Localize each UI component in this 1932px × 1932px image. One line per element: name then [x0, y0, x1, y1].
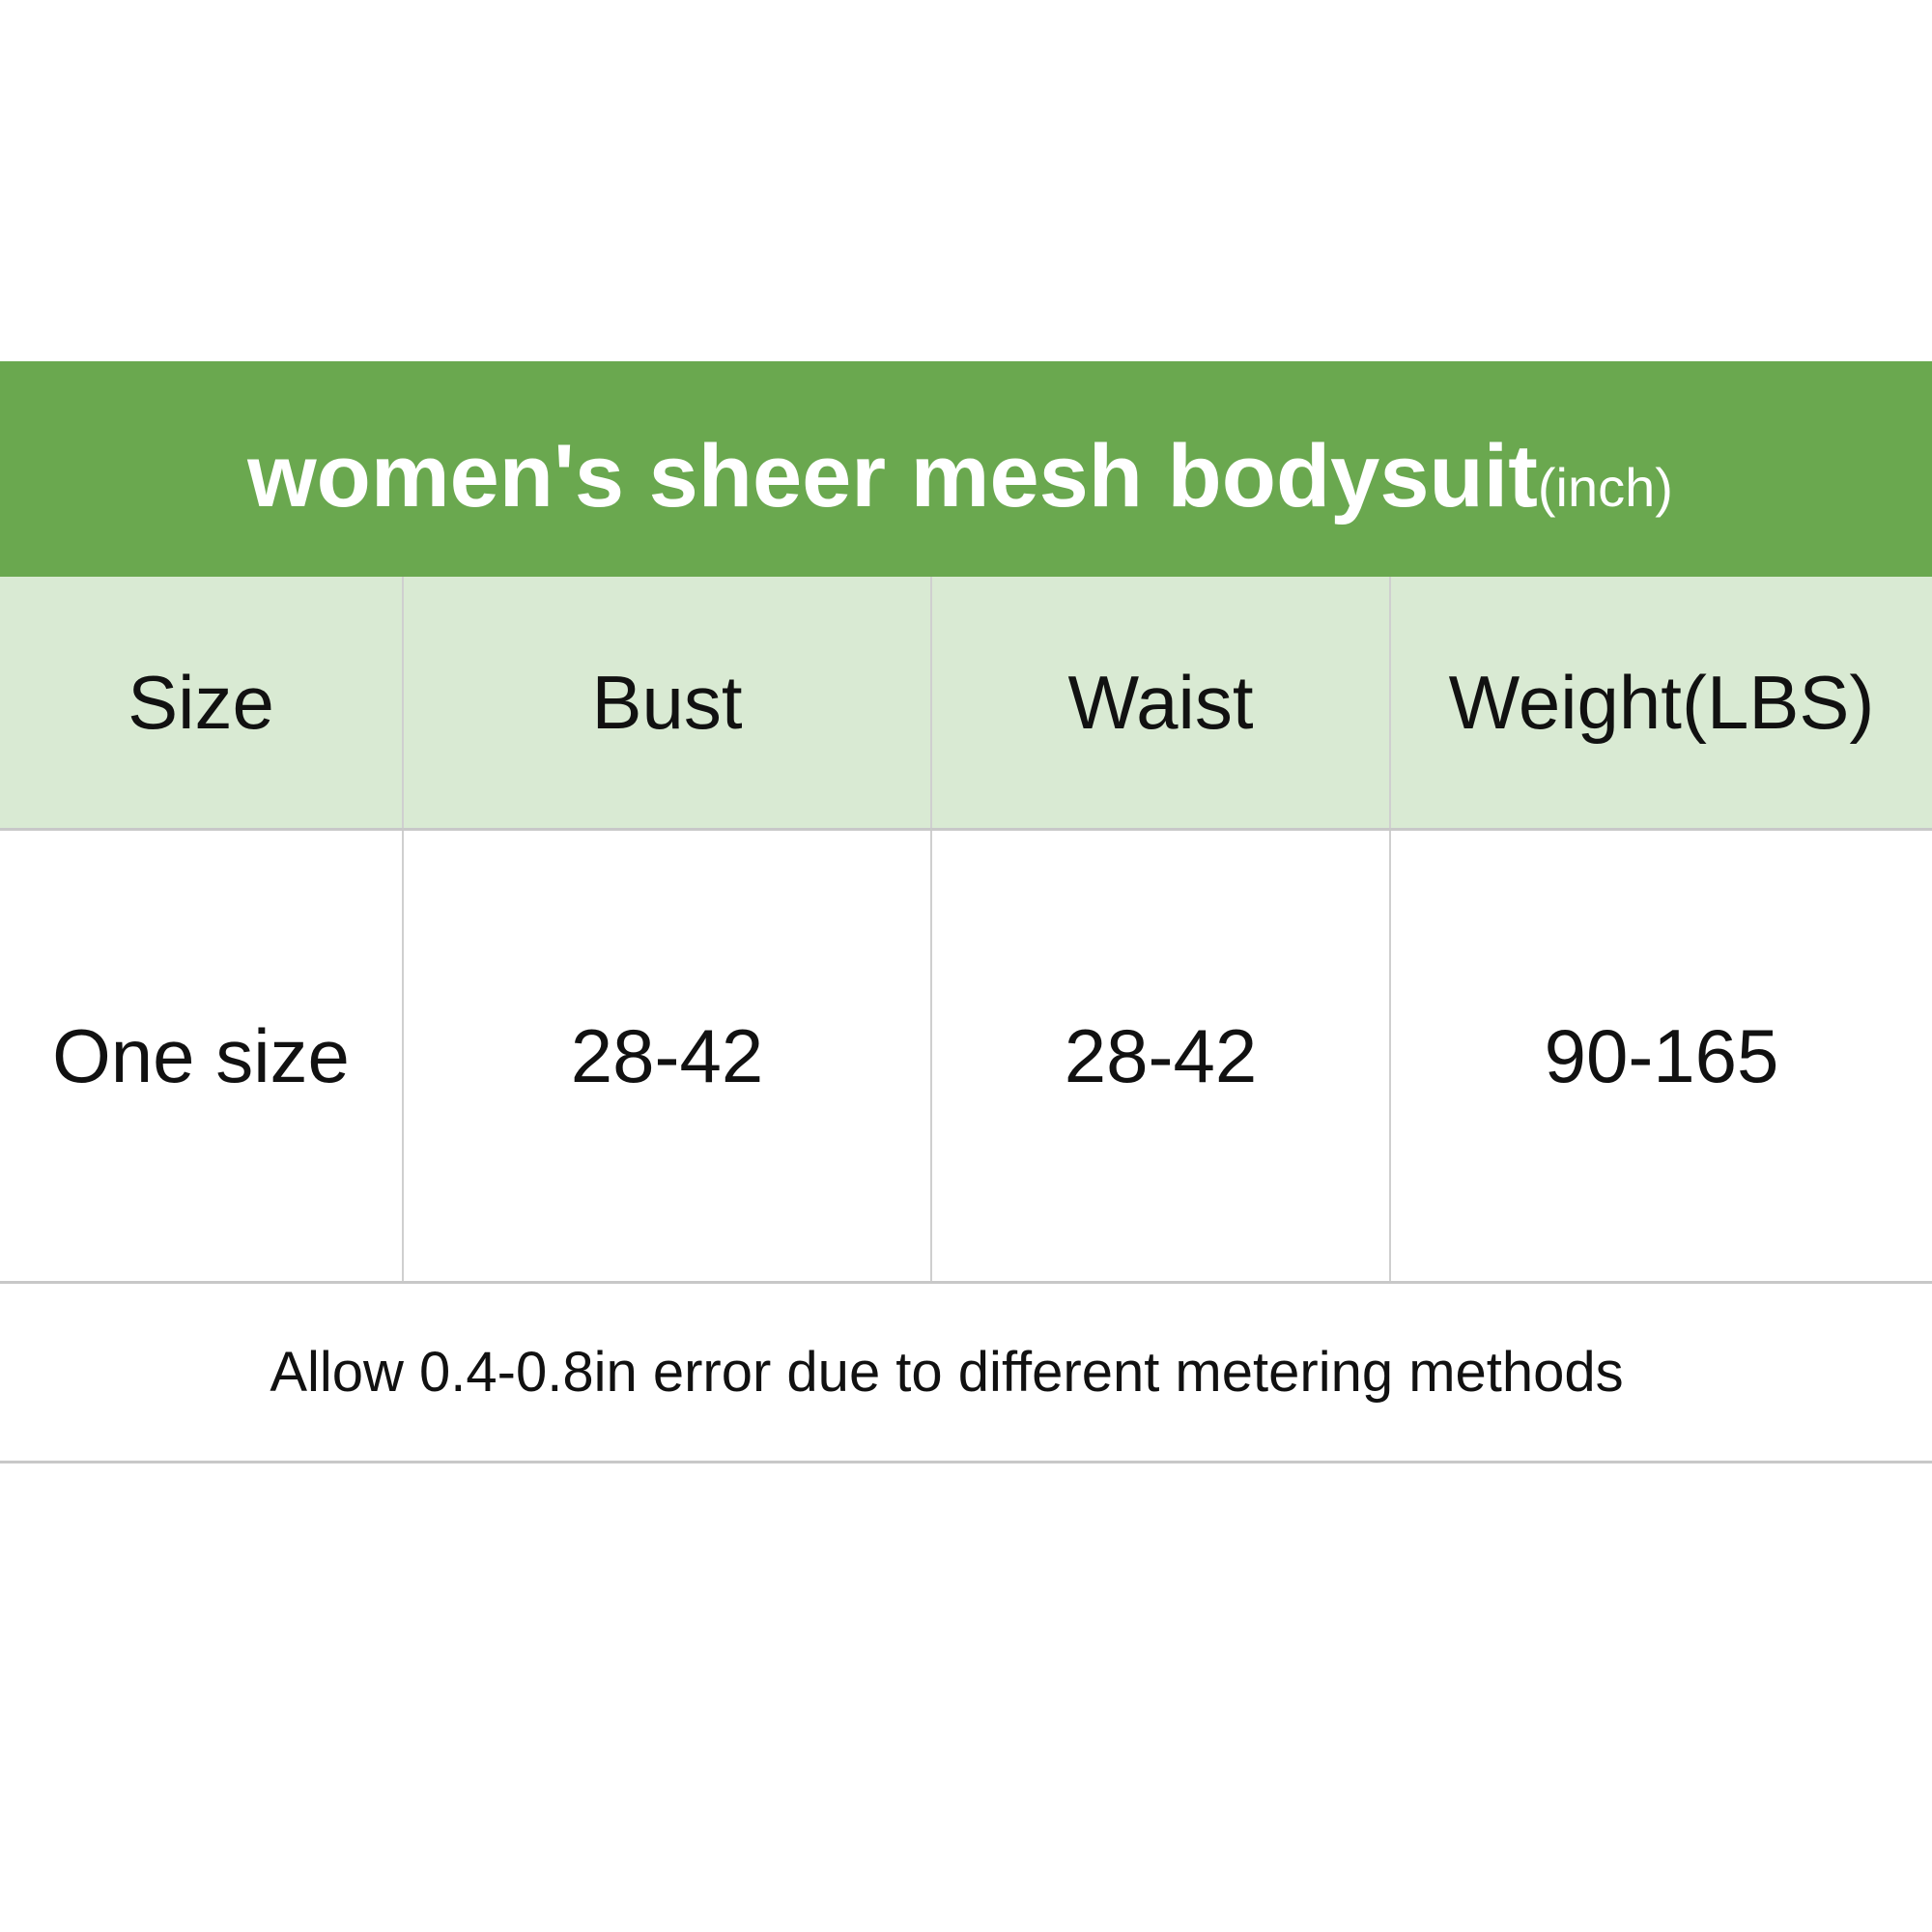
measurement-note: Allow 0.4-0.8in error due to different m… [0, 1284, 1932, 1463]
table-header-row: Size Bust Waist Weight(LBS) [0, 577, 1932, 831]
header-size: Size [0, 577, 404, 828]
table-row: One size 28-42 28-42 90-165 [0, 831, 1932, 1284]
header-weight: Weight(LBS) [1448, 659, 1875, 745]
cell-size: One size [0, 831, 404, 1281]
cell-waist: 28-42 [932, 831, 1391, 1281]
note-text: Allow 0.4-0.8in error due to different m… [270, 1341, 1624, 1404]
cell-weight: 90-165 [1544, 1012, 1779, 1098]
header-bust: Bust [404, 577, 932, 828]
size-chart-title-bar: women's sheer mesh bodysuit(inch) [0, 361, 1932, 577]
title-text: women's sheer mesh bodysuit [247, 427, 1538, 526]
title-unit: (inch) [1537, 457, 1673, 518]
header-waist: Waist [932, 577, 1391, 828]
cell-bust: 28-42 [404, 831, 932, 1281]
size-chart-title: women's sheer mesh bodysuit(inch) [247, 426, 1673, 527]
